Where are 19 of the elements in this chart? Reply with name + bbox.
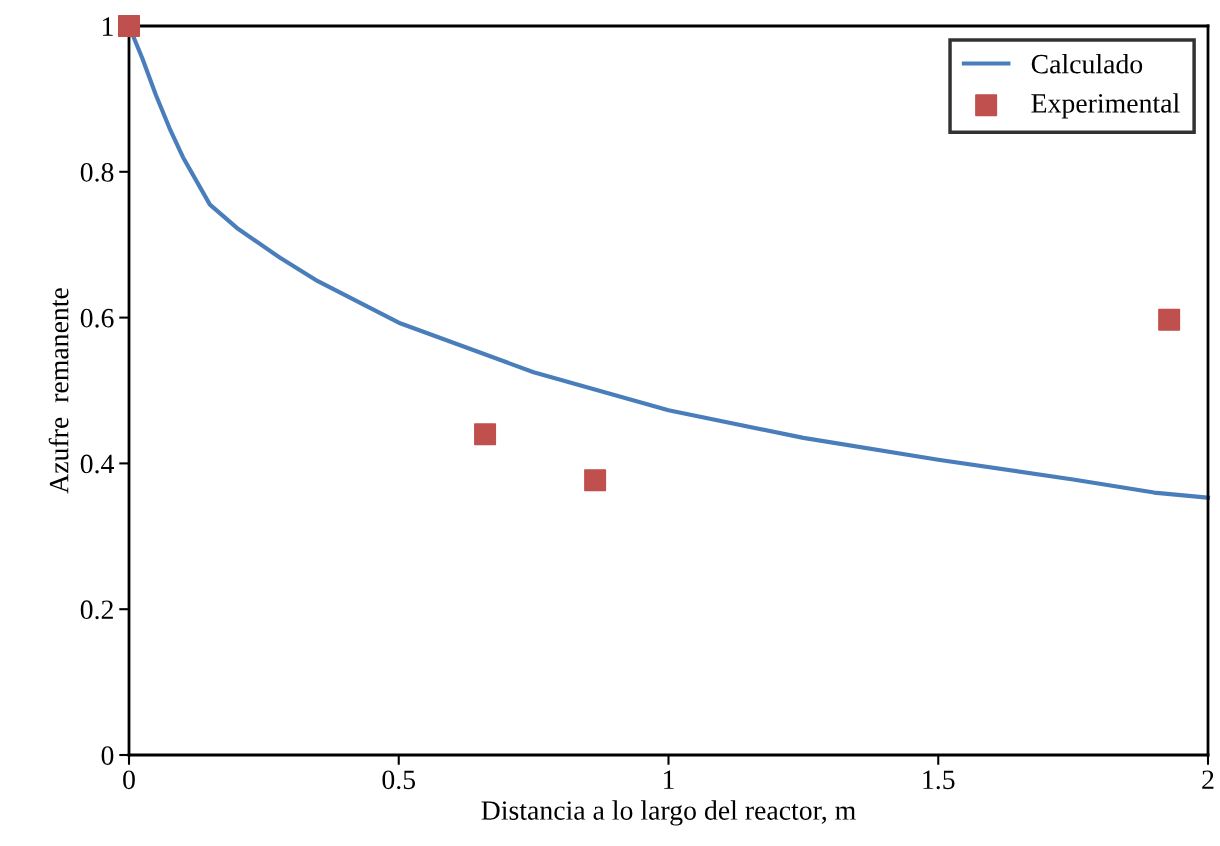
x-axis-title: Distancia a lo largo del reactor, m — [481, 800, 856, 826]
x-tick-label: 2 — [1202, 770, 1214, 789]
x-tick-label: 0 — [123, 770, 135, 790]
x-tick-label: 1.5 — [923, 770, 955, 790]
point — [584, 469, 607, 492]
legend-label: Experimental — [1031, 93, 1180, 119]
y-tick-label: 0 — [101, 746, 114, 765]
y-tick-label: 1 — [102, 17, 113, 36]
point — [118, 15, 140, 37]
legend-label: Calculado — [1031, 53, 1143, 74]
y-tick-label: 0.8 — [80, 162, 114, 182]
y-tick-label: 0.4 — [80, 454, 114, 474]
x-tick-label: 1 — [664, 770, 674, 789]
point — [1158, 308, 1181, 331]
y-tick-label: 0.2 — [80, 600, 113, 620]
point — [474, 423, 497, 446]
y-tick-label: 0.6 — [80, 308, 114, 328]
y-axis-title: Azufre remanente — [48, 288, 69, 494]
x-tick-label: 0.5 — [382, 770, 416, 790]
